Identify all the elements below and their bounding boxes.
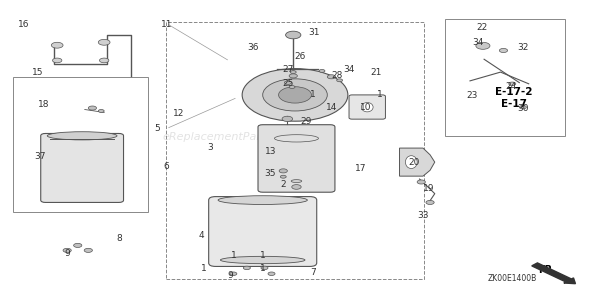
Text: 37: 37 [34, 152, 45, 161]
Circle shape [286, 31, 301, 39]
Text: 33: 33 [417, 211, 429, 220]
Circle shape [268, 272, 275, 276]
Text: eReplacementParts.com: eReplacementParts.com [162, 132, 299, 142]
Text: 30: 30 [517, 104, 529, 113]
Ellipse shape [291, 180, 301, 183]
Circle shape [284, 81, 291, 84]
Text: 1: 1 [377, 90, 383, 99]
Text: 31: 31 [308, 28, 320, 37]
Circle shape [51, 42, 63, 48]
Circle shape [289, 86, 295, 88]
Circle shape [74, 243, 82, 248]
Polygon shape [399, 148, 435, 176]
Text: 9: 9 [228, 271, 233, 280]
Text: 7: 7 [310, 268, 316, 277]
Circle shape [63, 248, 71, 253]
Circle shape [261, 266, 268, 270]
Text: 34: 34 [473, 38, 484, 47]
Circle shape [279, 169, 287, 173]
Text: 13: 13 [264, 147, 276, 155]
Circle shape [519, 105, 526, 109]
Text: 15: 15 [32, 68, 44, 77]
Circle shape [278, 87, 312, 103]
Text: 19: 19 [423, 184, 435, 194]
Circle shape [337, 79, 343, 82]
Ellipse shape [361, 102, 373, 112]
Ellipse shape [218, 196, 307, 204]
Text: 1: 1 [260, 264, 266, 273]
Text: 21: 21 [371, 68, 382, 77]
Circle shape [327, 75, 336, 79]
Circle shape [243, 266, 250, 270]
FancyArrow shape [532, 263, 575, 284]
Text: 1: 1 [310, 90, 316, 99]
Text: 12: 12 [173, 109, 185, 117]
Circle shape [280, 175, 286, 178]
FancyBboxPatch shape [349, 95, 385, 119]
Ellipse shape [405, 156, 417, 168]
Bar [166, 22, 424, 279]
Circle shape [263, 79, 327, 111]
Text: 29: 29 [300, 117, 312, 126]
Circle shape [509, 82, 516, 86]
FancyBboxPatch shape [258, 125, 335, 192]
Circle shape [319, 70, 325, 72]
Text: 20: 20 [408, 158, 419, 167]
Text: ZK00E1400B: ZK00E1400B [488, 273, 537, 283]
Text: 1: 1 [201, 264, 207, 273]
Circle shape [499, 48, 507, 53]
Circle shape [99, 109, 104, 112]
Circle shape [53, 58, 62, 63]
Circle shape [417, 180, 425, 184]
Bar [445, 19, 565, 136]
Text: 4: 4 [198, 231, 204, 240]
Text: 8: 8 [116, 234, 122, 243]
Ellipse shape [47, 132, 117, 140]
FancyBboxPatch shape [209, 196, 317, 266]
Ellipse shape [221, 256, 305, 264]
Text: 34: 34 [343, 65, 355, 74]
Text: 5: 5 [154, 124, 160, 133]
Circle shape [100, 58, 109, 63]
Circle shape [230, 272, 237, 276]
Circle shape [290, 71, 296, 73]
Bar [13, 77, 148, 212]
Text: 25: 25 [282, 79, 294, 88]
Circle shape [88, 106, 97, 110]
Text: 28: 28 [332, 71, 343, 80]
Text: 35: 35 [264, 169, 276, 178]
Text: 17: 17 [355, 164, 366, 173]
Text: 11: 11 [161, 20, 173, 29]
Text: 23: 23 [467, 91, 478, 100]
Circle shape [242, 69, 348, 121]
Text: 27: 27 [282, 65, 294, 74]
Circle shape [292, 185, 301, 189]
Circle shape [84, 248, 93, 253]
Text: 9: 9 [64, 249, 70, 258]
Text: 16: 16 [18, 20, 30, 29]
Text: E-17-2
E-17: E-17-2 E-17 [495, 87, 533, 109]
Text: 1: 1 [260, 251, 266, 260]
Text: 32: 32 [517, 43, 529, 52]
Text: 24: 24 [506, 82, 517, 91]
Text: 2: 2 [280, 180, 286, 189]
Text: 36: 36 [247, 43, 258, 52]
Text: 18: 18 [38, 100, 50, 109]
Text: 26: 26 [294, 52, 306, 61]
Text: 14: 14 [326, 103, 337, 112]
Text: 10: 10 [360, 103, 371, 112]
Circle shape [476, 42, 490, 49]
Text: 3: 3 [207, 143, 213, 152]
FancyBboxPatch shape [41, 133, 123, 202]
Circle shape [426, 200, 434, 204]
Text: FR.: FR. [539, 265, 556, 275]
Circle shape [99, 39, 110, 45]
Circle shape [282, 116, 293, 122]
Text: 1: 1 [231, 251, 236, 260]
Text: 6: 6 [163, 162, 169, 171]
Circle shape [289, 74, 297, 78]
Text: 22: 22 [476, 23, 487, 32]
